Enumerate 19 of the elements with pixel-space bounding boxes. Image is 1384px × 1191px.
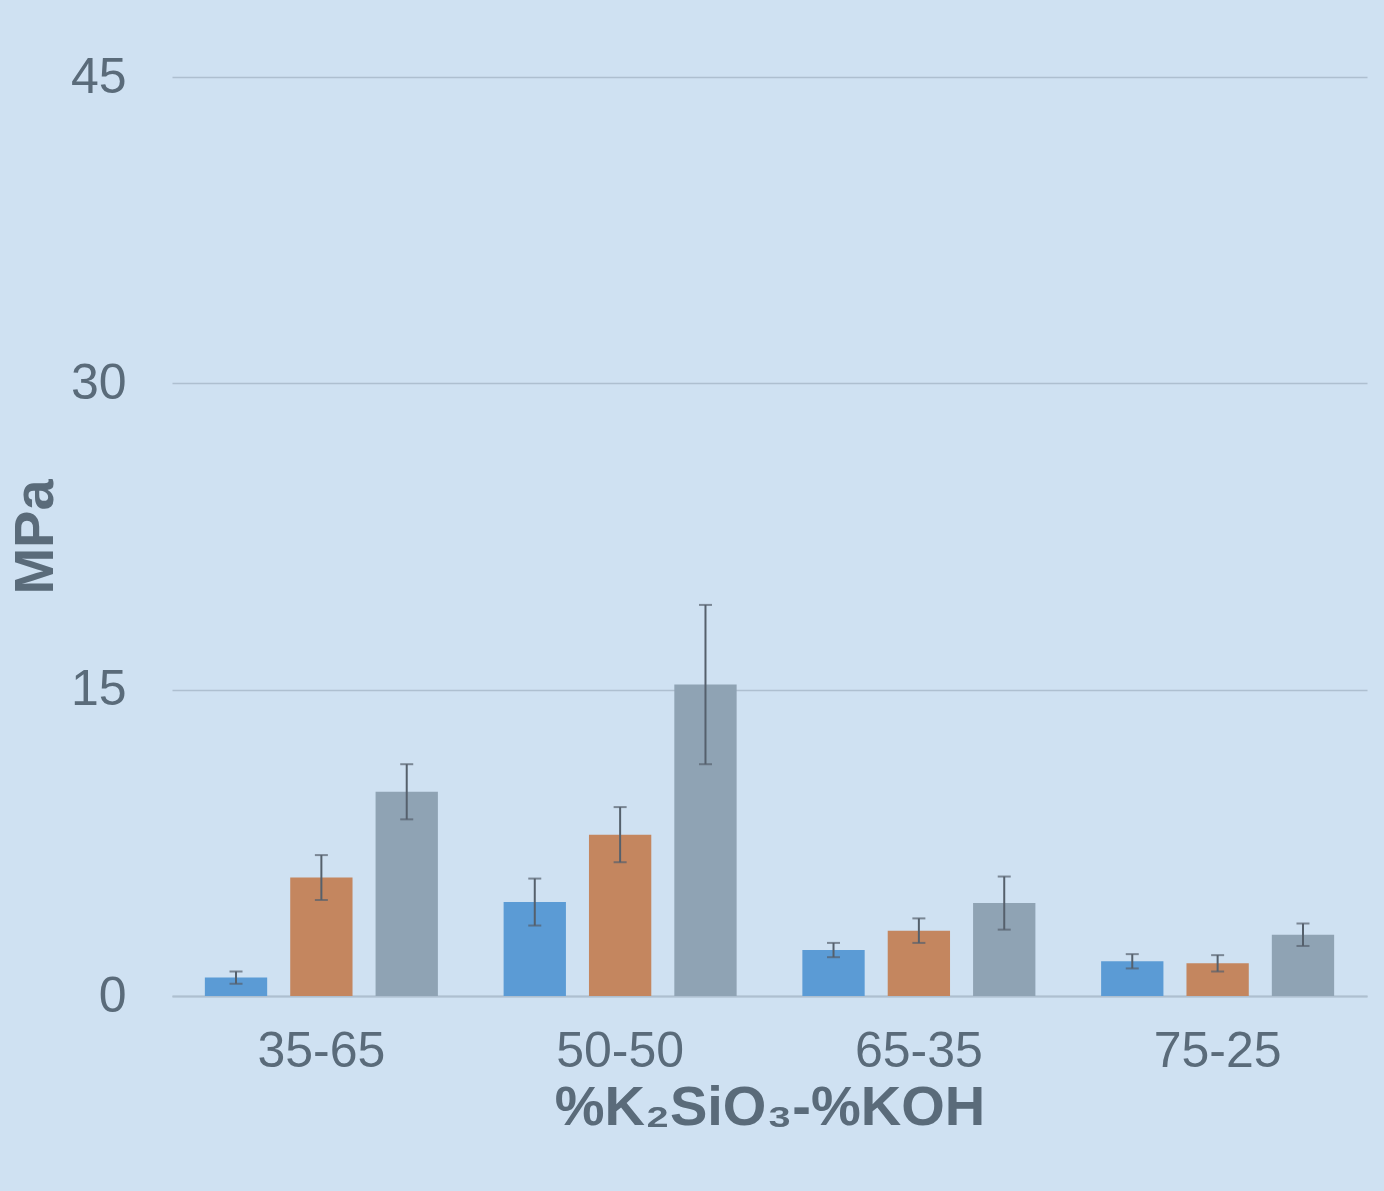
x-tick-label: 75-25 — [1153, 1021, 1282, 1078]
bar — [1271, 934, 1335, 996]
bar — [802, 950, 865, 996]
y-tick-label: 45 — [70, 47, 127, 104]
y-tick-label: 0 — [98, 966, 127, 1023]
x-tick-label: 35-65 — [257, 1021, 386, 1078]
bar — [887, 930, 951, 996]
bar — [588, 834, 652, 996]
y-tick-label: 15 — [70, 660, 127, 717]
bar — [1101, 961, 1164, 996]
bar — [375, 791, 438, 996]
y-axis-title: MPa — [1, 478, 65, 595]
bar — [1186, 963, 1249, 996]
bar — [674, 684, 737, 996]
bar — [204, 977, 268, 996]
bar — [973, 903, 1036, 996]
bar — [290, 877, 353, 996]
bar — [503, 902, 566, 996]
y-tick-label: 30 — [70, 353, 127, 410]
